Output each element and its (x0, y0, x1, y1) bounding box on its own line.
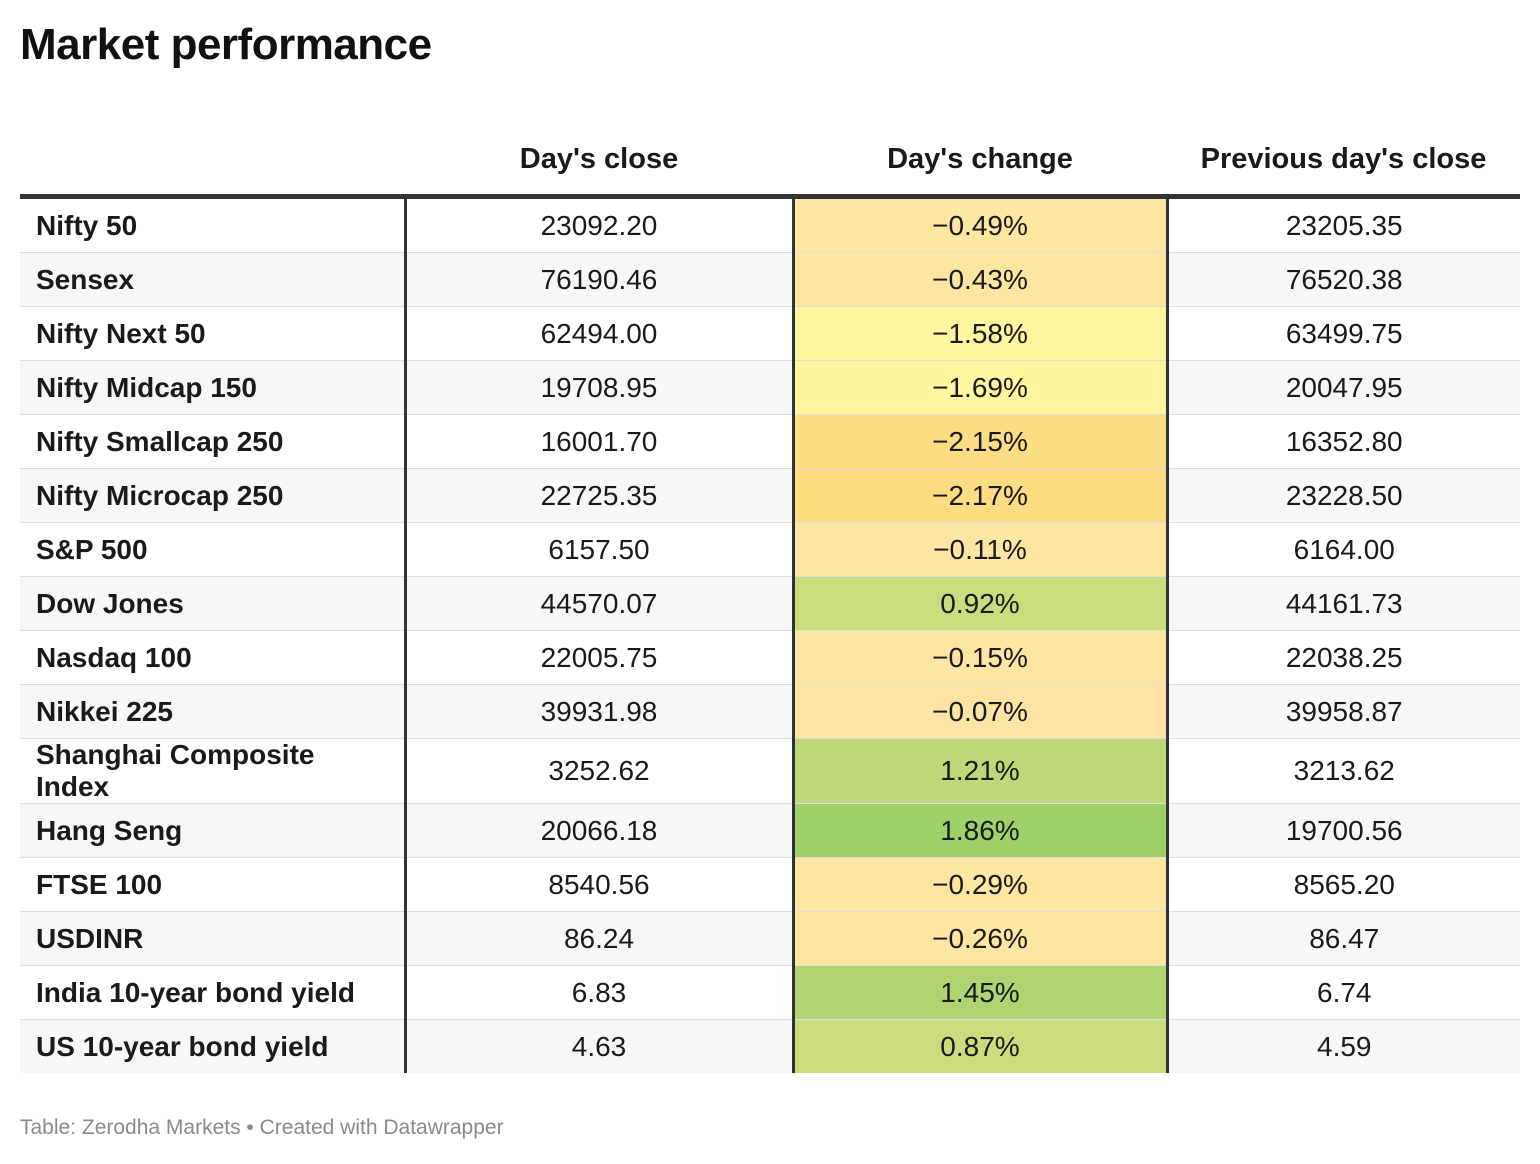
table-body: Nifty 50 23092.20 −0.49% 23205.35 Sensex 7619… (20, 196, 1520, 1073)
table-row: S&P 500 6157.50 −0.11% 6164.00 (20, 522, 1520, 577)
days-change-cell: 1.21% (793, 738, 1169, 804)
table-row: US 10-year bond yield 4.63 0.87% 4.59 (20, 1019, 1520, 1073)
days-change-cell: 1.86% (793, 803, 1169, 858)
previous-close-cell: 22038.25 (1167, 630, 1520, 685)
days-change-cell: −1.69% (793, 360, 1169, 415)
days-change-cell: −0.15% (793, 630, 1169, 685)
header-previous-close: Previous day's close (1167, 110, 1520, 199)
table-row: Nasdaq 100 22005.75 −0.15% 22038.25 (20, 630, 1520, 685)
header-name (20, 110, 405, 199)
previous-close-cell: 23205.35 (1167, 196, 1520, 253)
previous-close-cell: 16352.80 (1167, 414, 1520, 469)
row-name-cell: Nikkei 225 (20, 684, 407, 739)
row-name-cell: Dow Jones (20, 576, 407, 631)
source-footer: Table: Zerodha Markets • Created with Da… (20, 1116, 504, 1139)
row-name-cell: Nifty Midcap 150 (20, 360, 407, 415)
previous-close-cell: 44161.73 (1167, 576, 1520, 631)
days-close-cell: 86.24 (405, 911, 795, 966)
days-close-cell: 20066.18 (405, 803, 795, 858)
days-change-cell: 0.92% (793, 576, 1169, 631)
row-name-cell: Nifty 50 (20, 196, 407, 253)
table-row: FTSE 100 8540.56 −0.29% 8565.20 (20, 857, 1520, 912)
previous-close-cell: 6164.00 (1167, 522, 1520, 577)
days-close-cell: 62494.00 (405, 306, 795, 361)
table-header: Day's close Day's change Previous day's … (20, 110, 1520, 199)
days-close-cell: 6.83 (405, 965, 795, 1020)
days-change-cell: −0.07% (793, 684, 1169, 739)
market-table-container: Day's close Day's change Previous day's … (20, 110, 1520, 1073)
days-close-cell: 16001.70 (405, 414, 795, 469)
table-row: Sensex 76190.46 −0.43% 76520.38 (20, 252, 1520, 307)
days-change-cell: −0.26% (793, 911, 1169, 966)
table-row: Nifty Smallcap 250 16001.70 −2.15% 16352.80 (20, 414, 1520, 469)
days-close-cell: 8540.56 (405, 857, 795, 912)
row-name-cell: Nifty Smallcap 250 (20, 414, 407, 469)
chart-title: Market performance (20, 20, 432, 69)
row-name-cell: US 10-year bond yield (20, 1019, 407, 1073)
header-days-close: Day's close (405, 110, 793, 199)
days-change-cell: −0.49% (793, 196, 1169, 253)
days-close-cell: 76190.46 (405, 252, 795, 307)
previous-close-cell: 19700.56 (1167, 803, 1520, 858)
days-change-cell: 0.87% (793, 1019, 1169, 1073)
days-close-cell: 4.63 (405, 1019, 795, 1073)
row-name-cell: Hang Seng (20, 803, 407, 858)
row-name-cell: S&P 500 (20, 522, 407, 577)
table-row: Dow Jones 44570.07 0.92% 44161.73 (20, 576, 1520, 631)
days-close-cell: 23092.20 (405, 196, 795, 253)
previous-close-cell: 6.74 (1167, 965, 1520, 1020)
days-change-cell: −1.58% (793, 306, 1169, 361)
row-name-cell: Sensex (20, 252, 407, 307)
days-change-cell: −0.43% (793, 252, 1169, 307)
table-row: Nikkei 225 39931.98 −0.07% 39958.87 (20, 684, 1520, 739)
days-change-cell: −2.17% (793, 468, 1169, 523)
table-row: Hang Seng 20066.18 1.86% 19700.56 (20, 803, 1520, 858)
days-close-cell: 3252.62 (405, 738, 795, 804)
previous-close-cell: 63499.75 (1167, 306, 1520, 361)
row-name-cell: Nifty Next 50 (20, 306, 407, 361)
days-close-cell: 22725.35 (405, 468, 795, 523)
previous-close-cell: 39958.87 (1167, 684, 1520, 739)
previous-close-cell: 20047.95 (1167, 360, 1520, 415)
previous-close-cell: 23228.50 (1167, 468, 1520, 523)
days-change-cell: −0.11% (793, 522, 1169, 577)
previous-close-cell: 8565.20 (1167, 857, 1520, 912)
row-name-cell: Shanghai Composite Index (20, 738, 407, 804)
table-row: Shanghai Composite Index 3252.62 1.21% 3213… (20, 738, 1520, 804)
row-name-cell: USDINR (20, 911, 407, 966)
days-change-cell: −2.15% (793, 414, 1169, 469)
days-close-cell: 22005.75 (405, 630, 795, 685)
header-row: Day's close Day's change Previous day's … (20, 110, 1520, 199)
days-close-cell: 19708.95 (405, 360, 795, 415)
days-change-cell: −0.29% (793, 857, 1169, 912)
table-row: Nifty 50 23092.20 −0.49% 23205.35 (20, 196, 1520, 253)
table-row: India 10-year bond yield 6.83 1.45% 6.74 (20, 965, 1520, 1020)
row-name-cell: Nasdaq 100 (20, 630, 407, 685)
previous-close-cell: 3213.62 (1167, 738, 1520, 804)
days-close-cell: 39931.98 (405, 684, 795, 739)
previous-close-cell: 76520.38 (1167, 252, 1520, 307)
previous-close-cell: 4.59 (1167, 1019, 1520, 1073)
market-performance-table: Day's close Day's change Previous day's … (20, 110, 1520, 1073)
row-name-cell: Nifty Microcap 250 (20, 468, 407, 523)
row-name-cell: India 10-year bond yield (20, 965, 407, 1020)
table-row: Nifty Next 50 62494.00 −1.58% 63499.75 (20, 306, 1520, 361)
table-row: USDINR 86.24 −0.26% 86.47 (20, 911, 1520, 966)
row-name-cell: FTSE 100 (20, 857, 407, 912)
days-close-cell: 6157.50 (405, 522, 795, 577)
header-days-change: Day's change (793, 110, 1167, 199)
table-row: Nifty Microcap 250 22725.35 −2.17% 23228.50 (20, 468, 1520, 523)
days-close-cell: 44570.07 (405, 576, 795, 631)
days-change-cell: 1.45% (793, 965, 1169, 1020)
previous-close-cell: 86.47 (1167, 911, 1520, 966)
table-row: Nifty Midcap 150 19708.95 −1.69% 20047.95 (20, 360, 1520, 415)
